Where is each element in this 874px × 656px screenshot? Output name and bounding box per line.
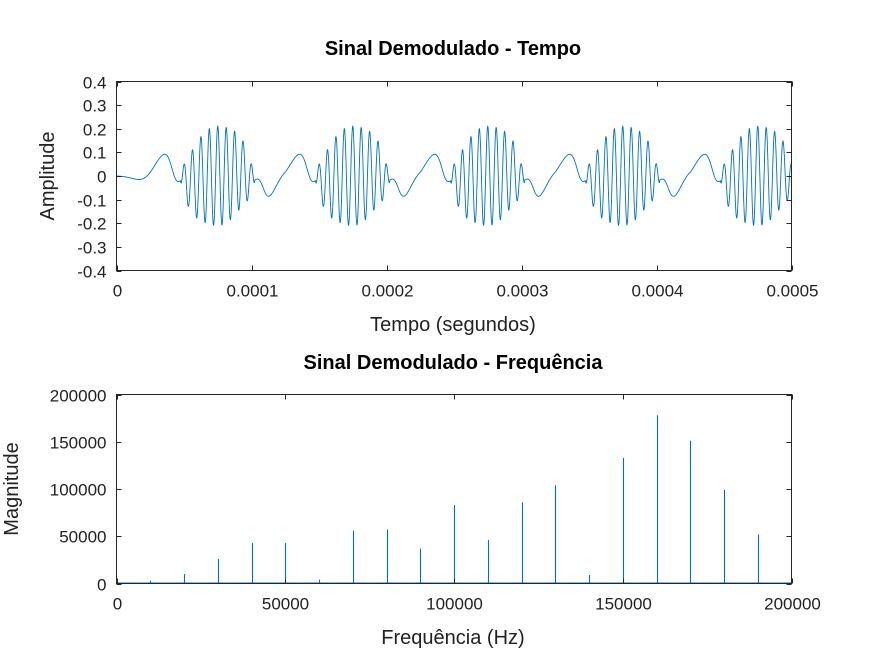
frequency-x-tick-label: 200000 xyxy=(764,595,821,614)
frequency-x-tick-label: 0 xyxy=(113,595,122,614)
time-y-tick-label: -0.1 xyxy=(77,192,106,211)
frequency-y-tick-label: 150000 xyxy=(50,434,107,453)
time-plot: Sinal Demodulado - Tempo 0 0.0001 0.0002 0.… xyxy=(37,38,819,336)
time-x-label: Tempo (segundos) xyxy=(370,314,536,336)
time-x-tick-label: 0.0003 xyxy=(497,282,549,301)
time-series xyxy=(116,125,792,227)
time-y-tick-label: -0.4 xyxy=(77,263,106,282)
frequency-y-label: Magnitude xyxy=(1,442,23,535)
frequency-plot: Sinal Demodulado - Frequência 0 50000 1000… xyxy=(1,352,821,649)
time-x-tick-label: 0.0002 xyxy=(362,282,414,301)
time-plot-frame xyxy=(116,81,792,271)
time-x-ticks: 0 0.0001 0.0002 0.0003 0.0004 0.0005 xyxy=(113,81,819,301)
time-y-label: Amplitude xyxy=(37,132,59,221)
time-y-tick-label: -0.2 xyxy=(77,215,106,234)
frequency-y-ticks: 0 50000 100000 150000 200000 xyxy=(50,387,792,595)
frequency-x-ticks: 0 50000 100000 150000 200000 xyxy=(113,394,821,614)
time-y-tick-label: 0.2 xyxy=(83,121,107,140)
frequency-x-tick-label: 50000 xyxy=(262,595,309,614)
frequency-plot-title: Sinal Demodulado - Frequência xyxy=(304,352,604,374)
time-series-line xyxy=(116,125,792,227)
time-y-tick-label: 0 xyxy=(97,168,106,187)
frequency-bars xyxy=(116,415,792,584)
time-y-tick-label: 0.3 xyxy=(83,97,107,116)
frequency-x-label: Frequência (Hz) xyxy=(381,627,524,649)
time-x-tick-label: 0.0005 xyxy=(767,282,819,301)
time-y-tick-label: 0.4 xyxy=(83,74,107,93)
frequency-y-tick-label: 0 xyxy=(97,576,106,595)
time-y-tick-label: -0.3 xyxy=(77,239,106,258)
time-y-ticks: -0.4 -0.3 -0.2 -0.1 0 0.1 0.2 0.3 0.4 xyxy=(77,74,792,282)
frequency-x-tick-label: 150000 xyxy=(595,595,652,614)
time-x-tick-label: 0.0001 xyxy=(227,282,279,301)
time-x-tick-label: 0.0004 xyxy=(632,282,684,301)
frequency-x-tick-label: 100000 xyxy=(426,595,483,614)
time-y-tick-label: 0.1 xyxy=(83,144,107,163)
time-x-tick-label: 0 xyxy=(113,282,122,301)
frequency-y-tick-label: 50000 xyxy=(59,528,106,547)
frequency-y-tick-label: 100000 xyxy=(50,481,107,500)
frequency-y-tick-label: 200000 xyxy=(50,387,107,406)
time-plot-title: Sinal Demodulado - Tempo xyxy=(325,38,581,60)
